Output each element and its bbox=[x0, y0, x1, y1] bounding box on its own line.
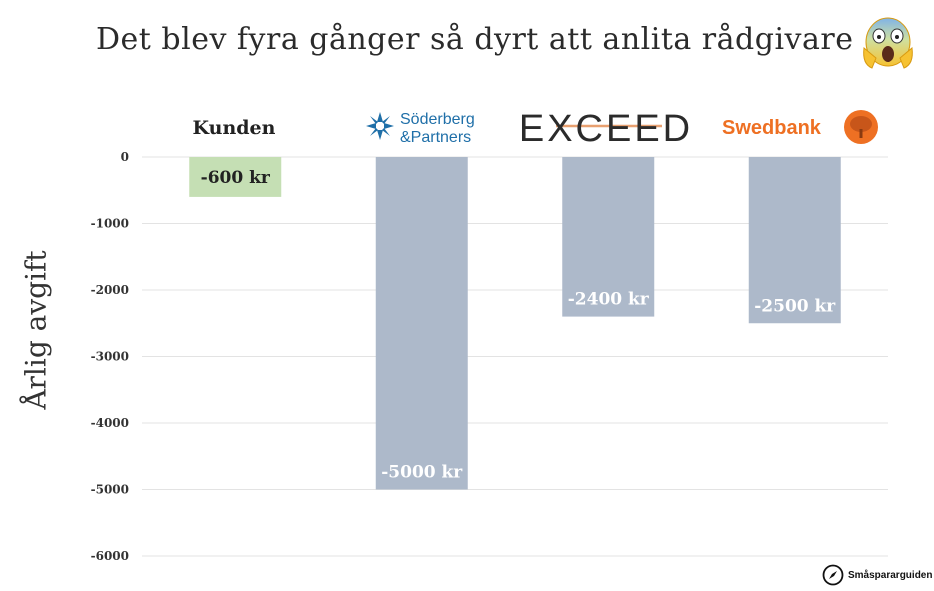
y-tick-label: -4000 bbox=[91, 416, 129, 430]
category-swedbank-logo: Swedbank bbox=[722, 110, 878, 144]
kunden-label: Kunden bbox=[193, 117, 276, 139]
bar-2 bbox=[562, 157, 655, 317]
category-exceed-logo: EXCEED bbox=[519, 108, 693, 150]
y-tick-label: 0 bbox=[121, 150, 129, 164]
data-labels: -600 kr -5000 kr -2400 kr -2500 kr bbox=[201, 168, 837, 483]
bar-0 bbox=[189, 157, 282, 197]
chart-title: Det blev fyra gånger så dyrt att anlita … bbox=[96, 22, 854, 57]
compass-icon bbox=[822, 564, 844, 586]
swedbank-tree-icon bbox=[844, 110, 878, 144]
y-tick-label: -1000 bbox=[91, 217, 129, 231]
bar-1 bbox=[375, 157, 468, 490]
category-kunden: Kunden bbox=[193, 117, 276, 139]
scream-emoji-icon bbox=[863, 17, 913, 69]
data-label-2: -2400 kr bbox=[568, 290, 650, 310]
watermark: Småspararguiden bbox=[822, 564, 932, 586]
y-tick-label: -6000 bbox=[91, 549, 129, 563]
y-tick-label: -2000 bbox=[91, 283, 129, 297]
data-label-0: -600 kr bbox=[201, 168, 271, 188]
exceed-wordmark: EXCEED bbox=[519, 108, 693, 150]
data-label-3: -2500 kr bbox=[754, 296, 836, 316]
soderberg-line1: Söderberg bbox=[400, 111, 475, 128]
swedbank-wordmark: Swedbank bbox=[722, 117, 822, 139]
data-label-1: -5000 kr bbox=[381, 463, 463, 483]
soderberg-line2: &Partners bbox=[400, 129, 471, 146]
y-tick-label: -5000 bbox=[91, 483, 129, 497]
category-soderberg-logo: Söderberg &Partners bbox=[366, 111, 475, 146]
bar-3 bbox=[748, 157, 841, 324]
y-tick-label: -3000 bbox=[91, 350, 129, 364]
watermark-text: Småspararguiden bbox=[848, 569, 933, 581]
soderberg-logo-icon bbox=[366, 112, 394, 140]
bars bbox=[189, 157, 841, 490]
y-axis-ticks: 0 -1000 -2000 -3000 -4000 -5000 -6000 bbox=[91, 150, 129, 563]
